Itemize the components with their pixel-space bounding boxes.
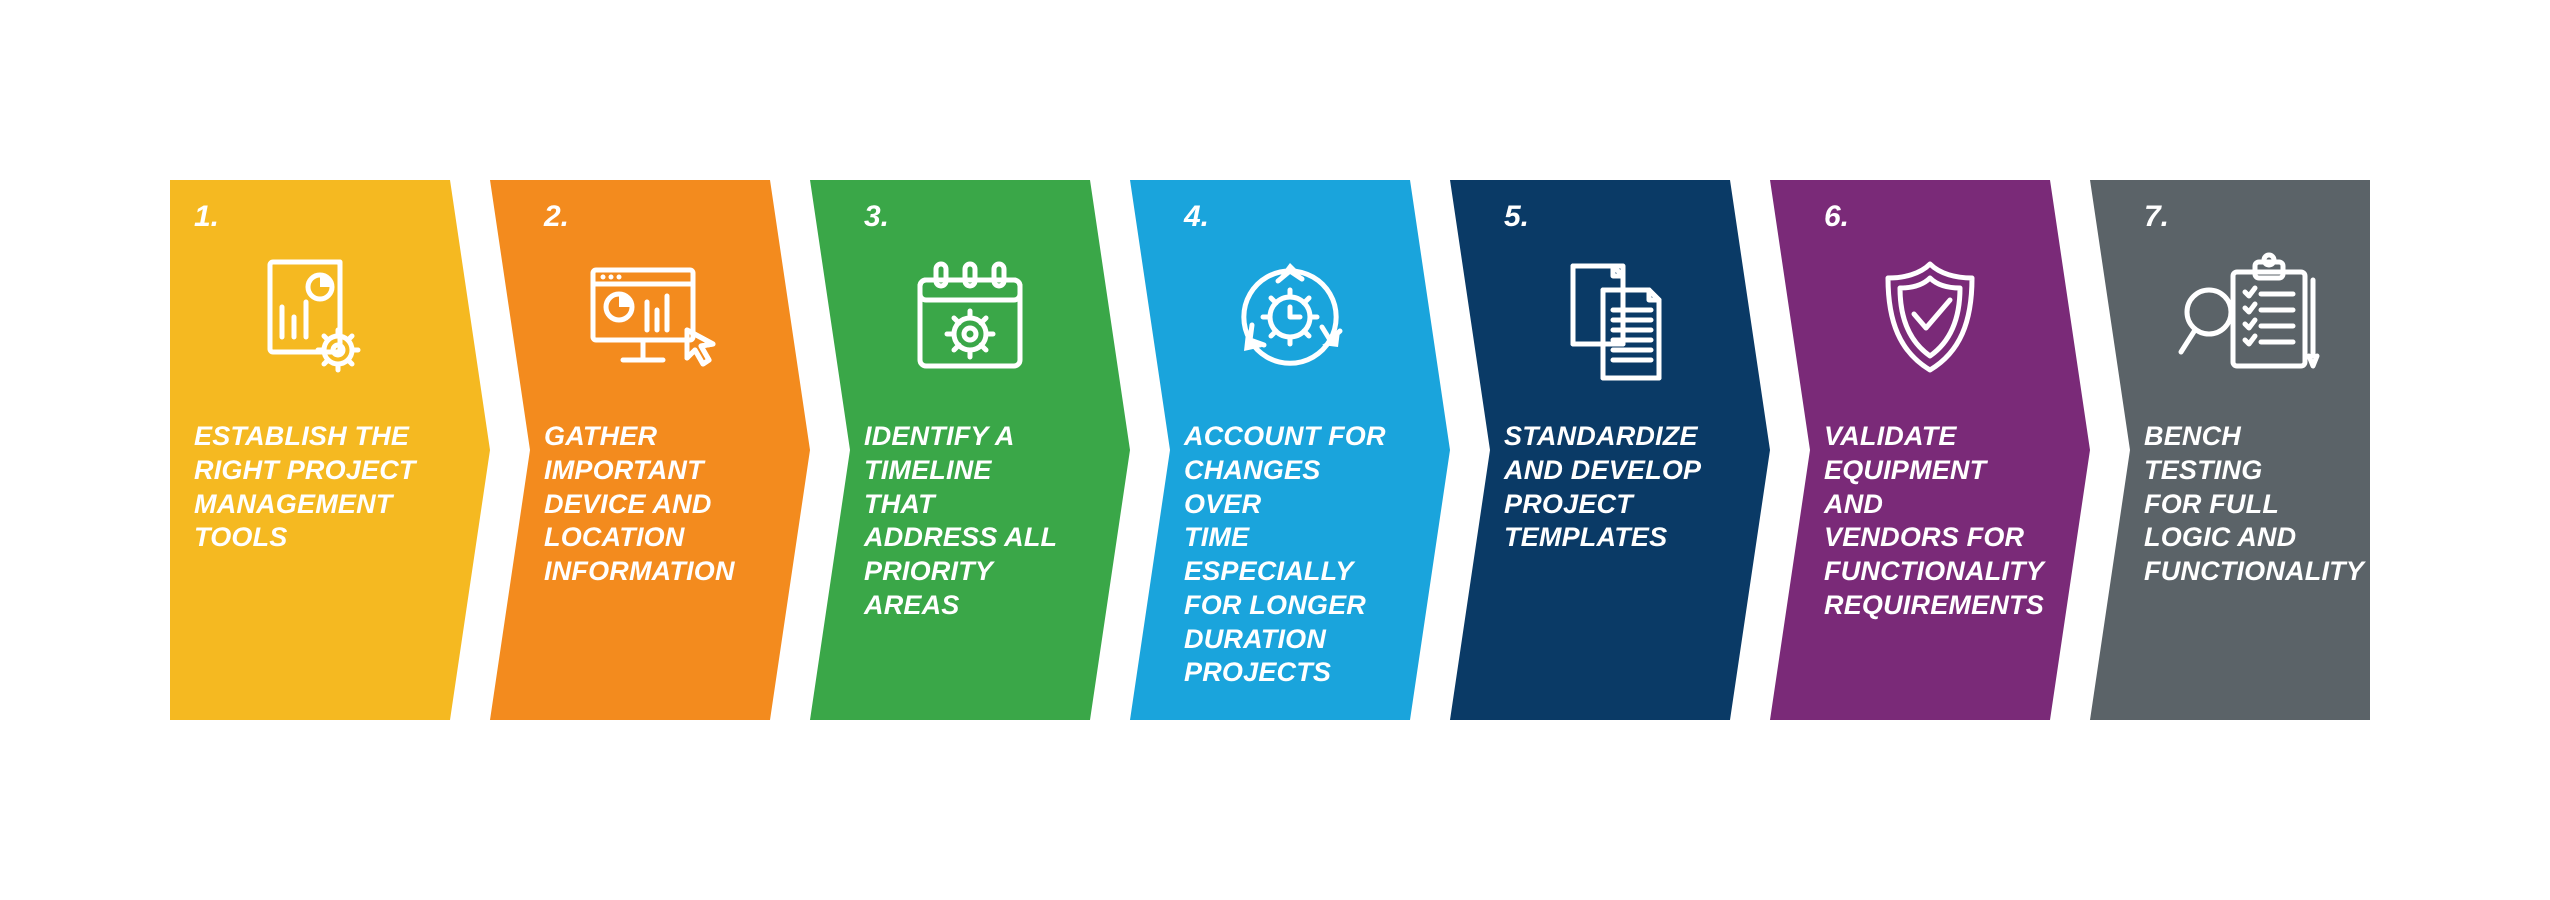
step-number: 4.	[1184, 200, 1396, 234]
step-label: IDENTIFY A TIMELINE THAT ADDRESS ALL PRI…	[864, 420, 1076, 623]
process-step: 3. IDENTIFY A TIMELINE THAT ADDRESS ALL …	[810, 180, 1130, 720]
step-number: 1.	[194, 200, 436, 234]
step-number: 7.	[2144, 200, 2356, 234]
process-step: 1. ESTABLISH THE RIGHT PROJECT	[170, 180, 490, 720]
step-number: 2.	[544, 200, 756, 234]
step-number: 3.	[864, 200, 1076, 234]
step-label: ESTABLISH THE RIGHT PROJECT MANAGEMENT T…	[194, 420, 436, 555]
clipboard-magnify-icon	[2144, 242, 2356, 392]
shield-check-icon	[1824, 242, 2036, 392]
process-step: 6. VALIDATE EQUIPMENT AND VENDORS FOR FU…	[1770, 180, 2090, 720]
step-number: 5.	[1504, 200, 1716, 234]
calendar-gear-icon	[864, 242, 1076, 392]
cycle-gear-icon	[1184, 242, 1396, 392]
step-label: GATHER IMPORTANT DEVICE AND LOCATION INF…	[544, 420, 756, 589]
process-step: 2. GATHER IMPORTANT DEVICE AND LOCATION …	[490, 180, 810, 720]
step-label: STANDARDIZE AND DEVELOP PROJECT TEMPLATE…	[1504, 420, 1716, 555]
step-label: ACCOUNT FOR CHANGES OVER TIME ESPECIALLY…	[1184, 420, 1396, 690]
process-chevron: 1. ESTABLISH THE RIGHT PROJECT	[170, 180, 2380, 720]
report-gear-icon	[194, 242, 436, 392]
step-number: 6.	[1824, 200, 2036, 234]
dashboard-pointer-icon	[544, 242, 756, 392]
documents-icon	[1504, 242, 1716, 392]
process-step: 4.	[1130, 180, 1450, 720]
process-step: 5. STANDARDIZE AND DEVELOP PROJECT TEMPL…	[1450, 180, 1770, 720]
step-label: BENCH TESTING FOR FULL LOGIC AND FUNCTIO…	[2144, 420, 2356, 589]
step-label: VALIDATE EQUIPMENT AND VENDORS FOR FUNCT…	[1824, 420, 2036, 623]
process-step: 7. BENCH TESTING FOR FULL LOGIC AND FUNC…	[2090, 180, 2370, 720]
